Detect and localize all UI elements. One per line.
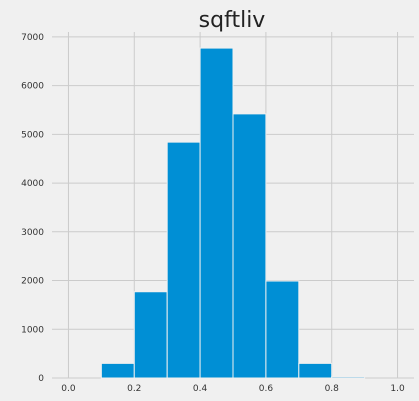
histogram-bar (133, 291, 168, 379)
x-tick-label: 0.6 (259, 384, 274, 394)
y-tick-label: 2000 (21, 277, 44, 287)
x-tick-label: 0.8 (325, 384, 340, 394)
histogram-bar (298, 362, 333, 379)
y-tick-label: 0 (38, 374, 44, 384)
y-tick-label: 1000 (21, 325, 44, 335)
x-axis-ticks: 0.0 0.2 0.4 0.6 0.8 1.0 (61, 384, 405, 394)
y-axis-ticks: 0 1000 2000 3000 4000 5000 6000 7000 (21, 33, 44, 384)
histogram-bar (265, 280, 300, 379)
x-tick-label: 0.0 (61, 384, 76, 394)
histogram-bar (166, 141, 201, 379)
x-tick-label: 0.4 (193, 384, 208, 394)
x-tick-label: 1.0 (390, 384, 405, 394)
y-tick-label: 4000 (21, 179, 44, 189)
y-tick-label: 7000 (21, 33, 44, 43)
chart-title: sqftliv (199, 8, 266, 33)
y-tick-label: 3000 (21, 228, 44, 238)
x-tick-label: 0.2 (127, 384, 141, 394)
histogram-bar (199, 47, 234, 379)
bars (100, 47, 366, 379)
histogram-bar (232, 113, 267, 379)
y-tick-label: 5000 (21, 130, 44, 140)
histogram-bar (100, 362, 135, 379)
y-tick-label: 6000 (21, 82, 44, 92)
histogram-bar (331, 376, 366, 379)
